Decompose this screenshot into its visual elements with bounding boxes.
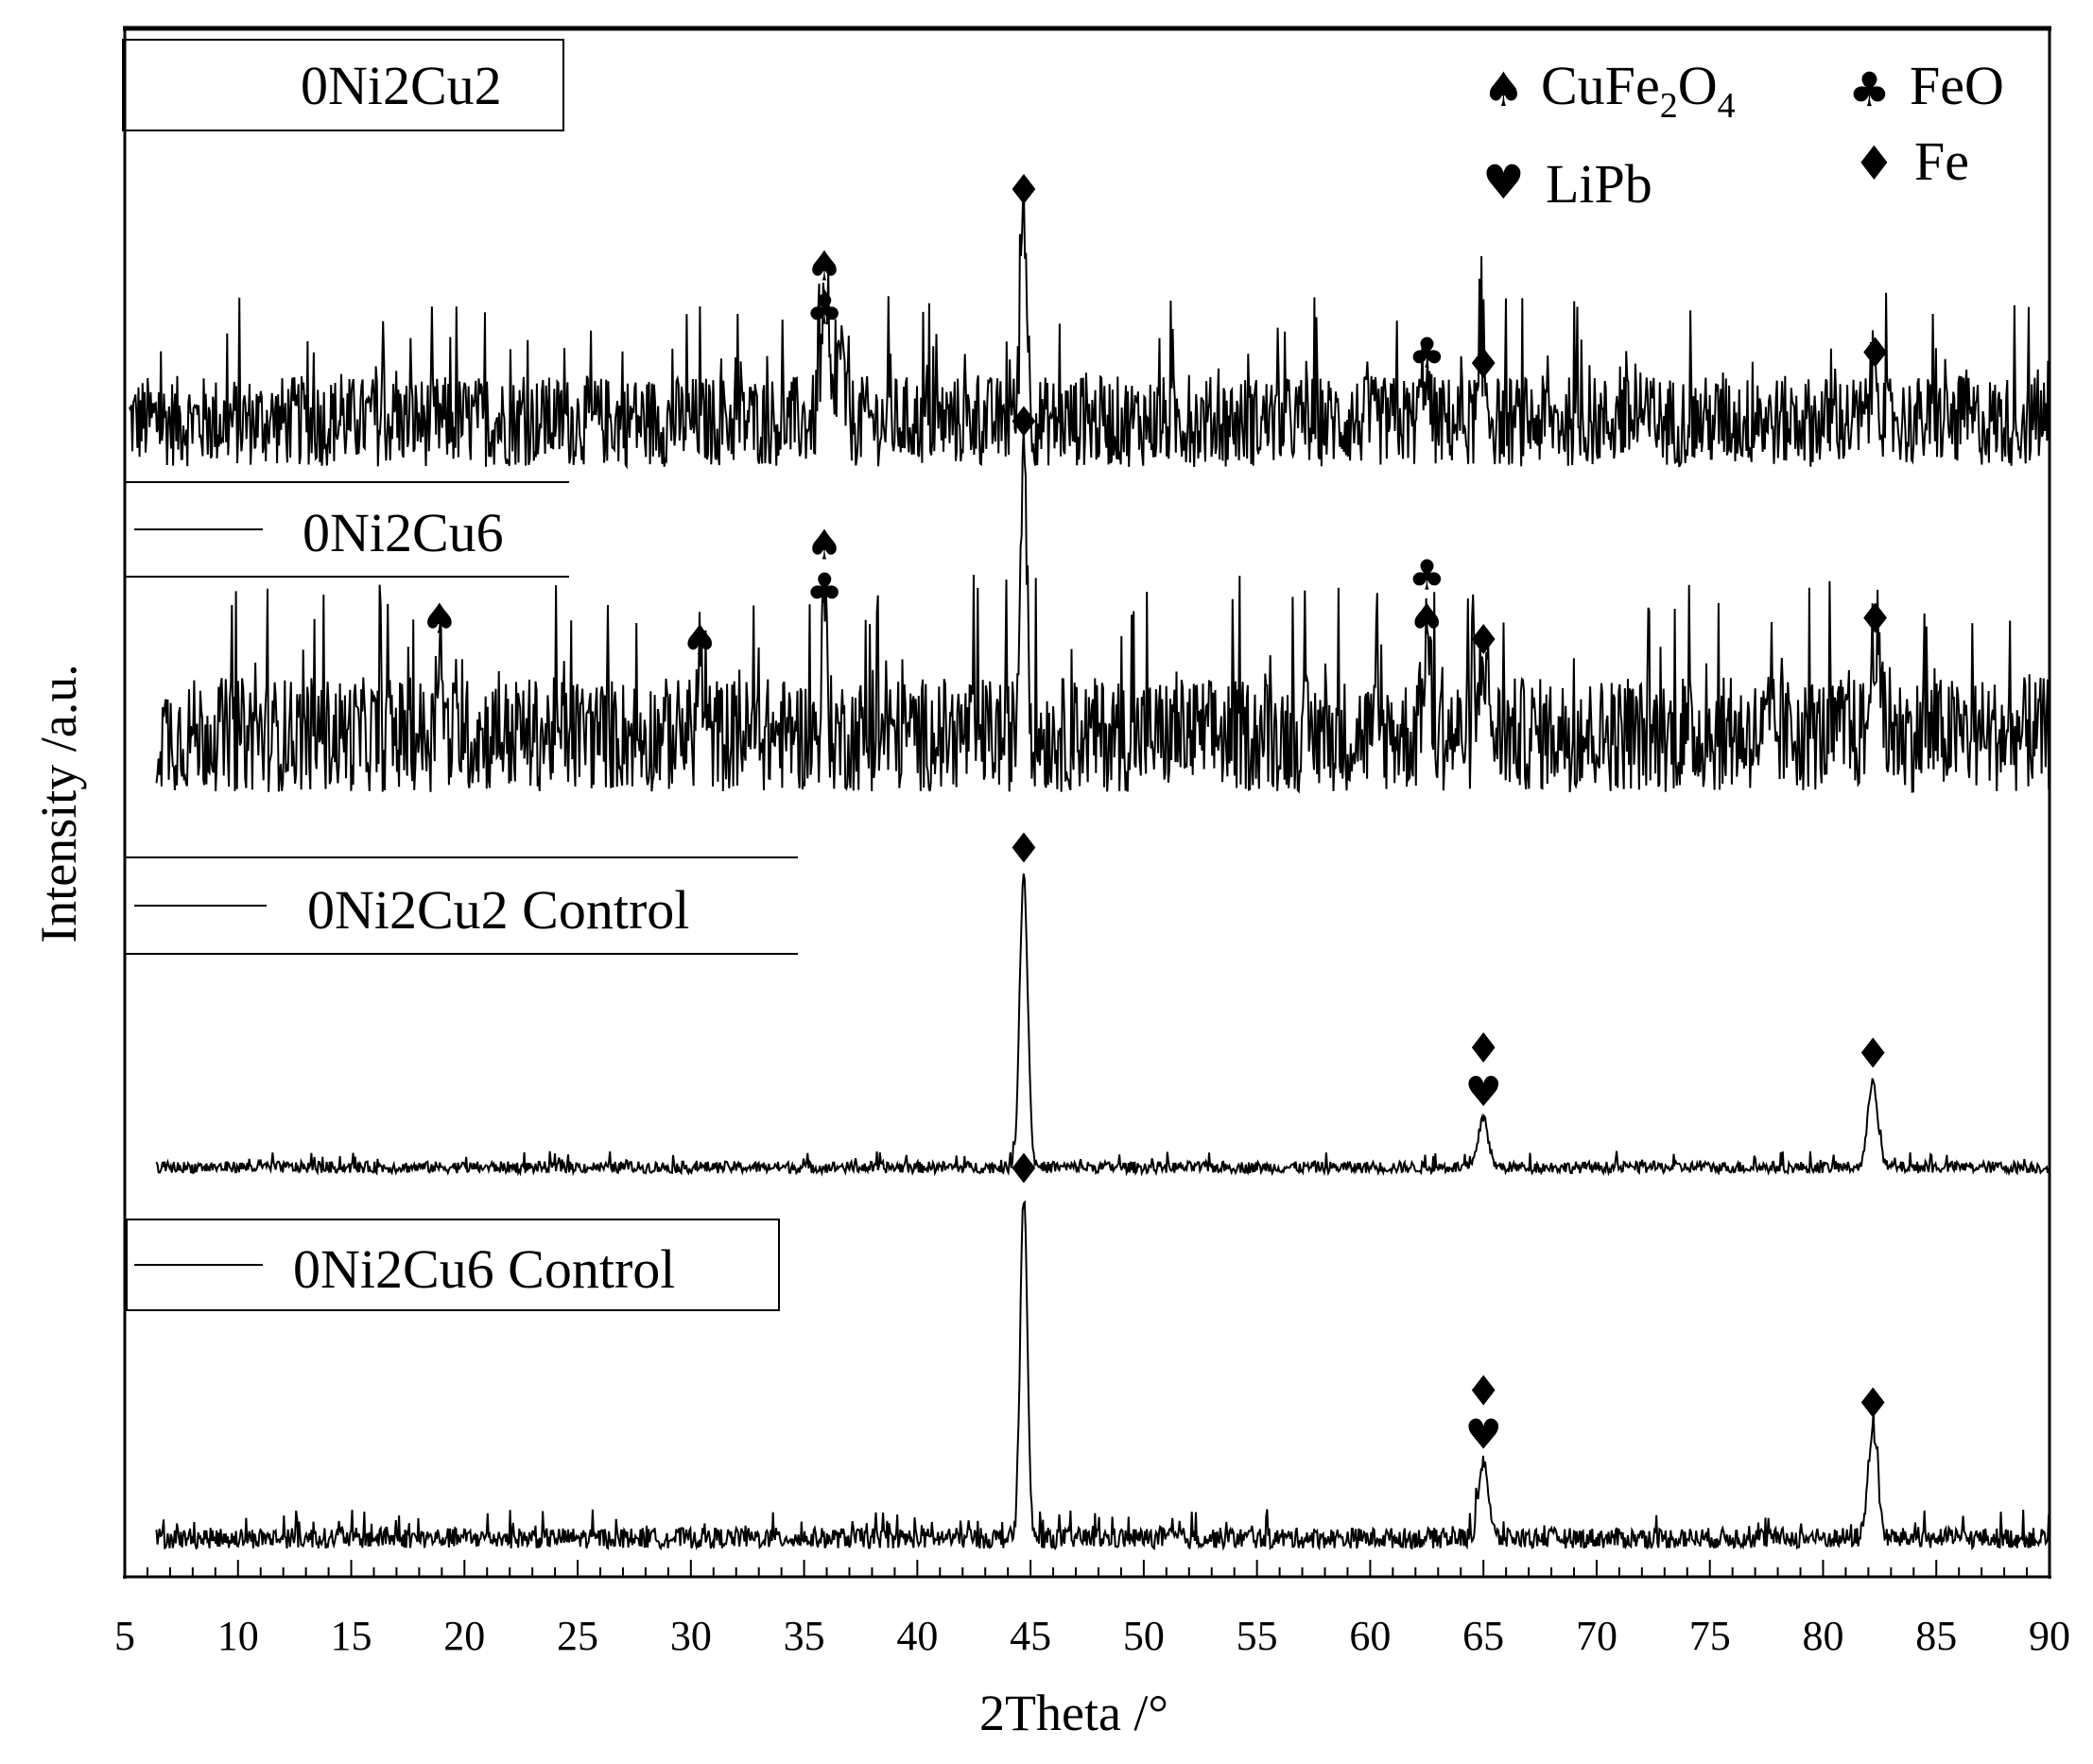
- phase-marker: ♦: [1857, 595, 1894, 643]
- x-tick-label: 25: [557, 1613, 598, 1659]
- series-labels: 0Ni2Cu2 0Ni2Cu6 0Ni2Cu2 Control 0Ni2Cu6 Con…: [122, 39, 798, 1311]
- series-label-box: 0Ni2Cu6 Control: [126, 1219, 780, 1311]
- x-axis-ticks: [124, 1560, 2050, 1577]
- spade-icon: ♠: [1482, 62, 1525, 117]
- phase-marker: ♦: [1464, 340, 1501, 389]
- club-icon: ♣: [1848, 62, 1891, 117]
- x-tick-label: 40: [896, 1613, 938, 1659]
- phase-marker: ♣: [1409, 330, 1445, 378]
- phase-marker: ♦: [1005, 398, 1042, 446]
- x-tick-label: 70: [1576, 1613, 1617, 1659]
- phase-marker: ♦: [1464, 616, 1501, 665]
- x-axis-title: 2Theta /°: [979, 1685, 1168, 1741]
- phase-marker: ♠: [805, 243, 842, 291]
- series-traces: [128, 197, 2050, 1551]
- phase-marker: ♠: [805, 521, 842, 569]
- series-name: 0Ni2Cu6: [303, 502, 504, 563]
- x-tick-label: 5: [114, 1613, 135, 1659]
- phase-marker: ♣: [805, 564, 842, 613]
- x-tick-label: 50: [1123, 1613, 1165, 1659]
- legend-label-feo: FeO: [1910, 55, 2004, 116]
- phase-marker: ♦: [1854, 1380, 1891, 1428]
- series-label-box: 0Ni2Cu6: [125, 481, 569, 578]
- series-name: 0Ni2Cu6 Control: [293, 1238, 675, 1300]
- x-tick-label: 10: [217, 1613, 259, 1659]
- phase-markers: ♣♠♦♣ ♦ ♦♠ ♠♣♠♦♠♣♦ ♦♦♥♦ ♦♦♥♦ ♦: [421, 166, 1894, 1459]
- legend-label-fe: Fe: [1914, 130, 1969, 192]
- x-tick-label: 75: [1689, 1613, 1731, 1659]
- legend-label-cufe2o4: CuFe2O4: [1541, 55, 1736, 126]
- phase-marker: ♦: [1464, 1367, 1501, 1415]
- phase-marker: ♦: [1464, 1025, 1501, 1073]
- series-line: [128, 197, 2050, 470]
- heart-icon: ♥: [1482, 155, 1525, 210]
- phase-legend: ♠ CuFe2O4 ♣ FeO ♥ LiPb ♦ Fe: [1482, 55, 2004, 215]
- phase-marker: ♦: [1854, 1030, 1891, 1079]
- phase-marker: ♦: [1857, 330, 1894, 378]
- phase-marker: ♥: [1464, 1068, 1501, 1116]
- x-tick-label: 65: [1462, 1613, 1504, 1659]
- legend-label-lipb: LiPb: [1546, 153, 1652, 215]
- series-name: 0Ni2Cu2 Control: [307, 879, 689, 941]
- y-axis-title: Intensity /a.u.: [30, 664, 87, 943]
- x-tick-label: 35: [784, 1613, 825, 1659]
- x-tick-label: 85: [1915, 1613, 1957, 1659]
- phase-marker: ♦: [1005, 825, 1042, 873]
- x-axis-tick-labels: 5 10 15 20 25 30 35 40 45 50 55 60 65 70 75 80 85 90: [114, 1613, 2070, 1659]
- x-tick-label: 55: [1237, 1613, 1278, 1659]
- phase-marker: ♠: [421, 595, 458, 643]
- phase-marker: ♦: [1005, 166, 1042, 215]
- phase-marker: ♣: [1409, 551, 1445, 599]
- series-line: [155, 428, 2050, 794]
- series-name: 0Ni2Cu2: [301, 55, 502, 116]
- phase-marker: ♥: [1464, 1410, 1501, 1459]
- diamond-icon: ♦: [1853, 136, 1895, 191]
- label-frame: [126, 1219, 780, 1311]
- phase-marker: ♦: [1005, 1145, 1042, 1193]
- series-label-box: 0Ni2Cu2 Control: [125, 856, 798, 955]
- x-tick-label: 60: [1349, 1613, 1391, 1659]
- phase-marker: ♣: [805, 286, 842, 335]
- series-label-box: 0Ni2Cu2: [122, 39, 564, 131]
- phase-marker: ♠: [1409, 595, 1445, 643]
- phase-marker: ♠: [682, 616, 718, 665]
- series-line: [155, 1200, 2050, 1551]
- x-tick-label: 20: [443, 1613, 485, 1659]
- x-tick-label: 45: [1010, 1613, 1051, 1659]
- x-tick-label: 30: [670, 1613, 712, 1659]
- x-tick-label: 15: [331, 1613, 372, 1659]
- x-tick-label: 90: [2029, 1613, 2070, 1659]
- x-tick-label: 80: [1802, 1613, 1843, 1659]
- label-frame: [122, 39, 564, 131]
- series-line: [155, 873, 2050, 1177]
